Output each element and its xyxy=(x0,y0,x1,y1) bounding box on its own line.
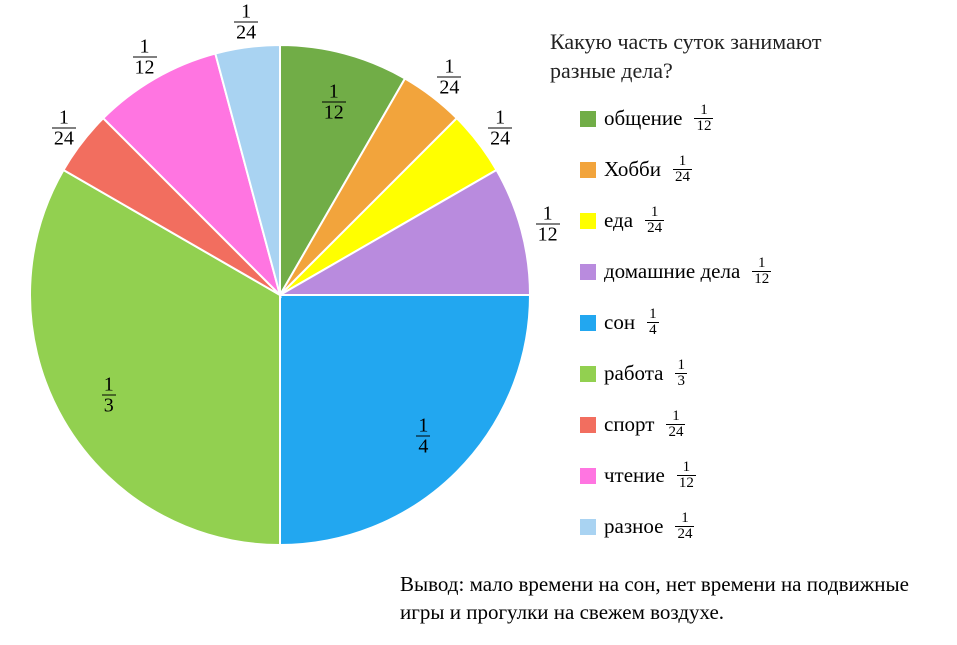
legend-fraction-reading: 112 xyxy=(677,460,696,491)
legend-item-housework: домашние дела 112 xyxy=(580,256,957,287)
pie-chart-svg xyxy=(0,0,560,560)
legend: общение 112 Хобби 124 еда 124 домашние дела 112… xyxy=(550,103,957,542)
legend-swatch-housework xyxy=(580,264,596,280)
slice-label-sleep: 14 xyxy=(412,416,430,457)
legend-swatch-work xyxy=(580,366,596,382)
slice-label-communication: 112 xyxy=(318,81,346,122)
legend-swatch-sport xyxy=(580,417,596,433)
legend-label-sport: спорт xyxy=(604,412,654,437)
pie-chart-area: 1121241241121413124112124 xyxy=(0,0,540,560)
legend-item-reading: чтение 112 xyxy=(580,460,957,491)
legend-swatch-hobby xyxy=(580,162,596,178)
slice-label-reading: 112 xyxy=(129,36,157,77)
slice-label-misc: 124 xyxy=(230,2,258,43)
legend-fraction-sport: 124 xyxy=(666,409,685,440)
conclusion-prefix: Вывод: xyxy=(400,572,470,596)
chart-container: 112 124 124 112 14 13 124 112 124 Какую часть су… xyxy=(0,0,957,645)
legend-swatch-communication xyxy=(580,111,596,127)
legend-item-food: еда 124 xyxy=(580,205,957,236)
legend-fraction-housework: 112 xyxy=(752,256,771,287)
title-line-1: Какую часть суток занимают xyxy=(550,29,822,54)
legend-label-reading: чтение xyxy=(604,463,665,488)
legend-swatch-sleep xyxy=(580,315,596,331)
pie-slice-sleep xyxy=(280,295,530,545)
legend-item-work: работа 13 xyxy=(580,358,957,389)
conclusion-text: Вывод: мало времени на сон, нет времени … xyxy=(400,570,937,627)
legend-label-communication: общение xyxy=(604,106,682,131)
slice-label-sport: 124 xyxy=(48,107,76,148)
legend-item-sleep: сон 14 xyxy=(580,307,957,338)
legend-swatch-food xyxy=(580,213,596,229)
title-line-2: разные дела? xyxy=(550,58,673,83)
legend-label-food: еда xyxy=(604,208,633,233)
legend-label-housework: домашние дела xyxy=(604,259,740,284)
legend-label-misc: разное xyxy=(604,514,663,539)
legend-fraction-communication: 112 xyxy=(694,103,713,134)
legend-item-communication: общение 112 xyxy=(580,103,957,134)
slice-label-hobby: 124 xyxy=(433,56,461,97)
legend-swatch-reading xyxy=(580,468,596,484)
slice-label-work: 13 xyxy=(98,375,116,416)
slice-label-housework: 112 xyxy=(532,203,560,244)
right-panel: Какую часть суток занимают разные дела? … xyxy=(540,0,957,645)
slice-label-food: 124 xyxy=(484,107,512,148)
legend-item-sport: спорт 124 xyxy=(580,409,957,440)
legend-item-hobby: Хобби 124 xyxy=(580,154,957,185)
legend-label-hobby: Хобби xyxy=(604,157,661,182)
legend-fraction-food: 124 xyxy=(645,205,664,236)
legend-item-misc: разное 124 xyxy=(580,511,957,542)
conclusion-body: мало времени на сон, нет времени на подв… xyxy=(400,572,909,624)
legend-fraction-work: 13 xyxy=(675,358,687,389)
legend-fraction-misc: 124 xyxy=(675,511,694,542)
legend-fraction-hobby: 124 xyxy=(673,154,692,185)
legend-swatch-misc xyxy=(580,519,596,535)
legend-fraction-sleep: 14 xyxy=(647,307,659,338)
legend-label-work: работа xyxy=(604,361,663,386)
legend-label-sleep: сон xyxy=(604,310,635,335)
chart-title: Какую часть суток занимают разные дела? xyxy=(550,28,957,85)
